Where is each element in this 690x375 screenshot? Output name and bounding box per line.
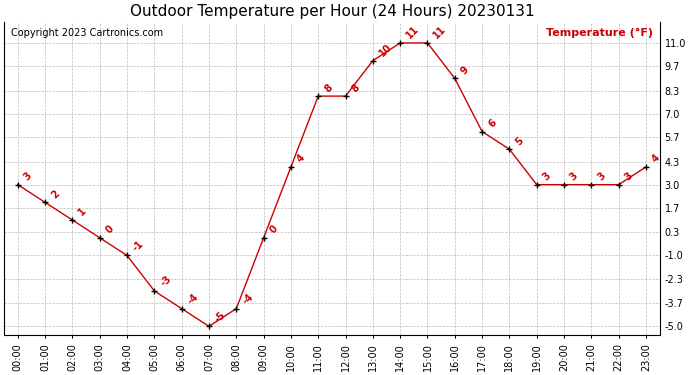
- Text: -3: -3: [159, 274, 173, 289]
- Text: 3: 3: [541, 171, 553, 183]
- Text: 8: 8: [322, 82, 335, 94]
- Text: 3: 3: [623, 171, 635, 183]
- Title: Outdoor Temperature per Hour (24 Hours) 20230131: Outdoor Temperature per Hour (24 Hours) …: [130, 4, 534, 19]
- Text: 9: 9: [459, 64, 471, 76]
- Text: 3: 3: [568, 171, 580, 183]
- Text: 6: 6: [486, 117, 498, 129]
- Text: 0: 0: [268, 224, 279, 236]
- Text: 0: 0: [104, 224, 116, 236]
- Text: -5: -5: [213, 309, 228, 324]
- Text: -4: -4: [186, 292, 201, 306]
- Text: -1: -1: [131, 238, 146, 254]
- Text: 11: 11: [404, 24, 421, 41]
- Text: 1: 1: [77, 206, 88, 218]
- Text: 2: 2: [49, 188, 61, 200]
- Text: -4: -4: [240, 292, 255, 306]
- Text: 4: 4: [650, 153, 662, 165]
- Text: 3: 3: [22, 171, 34, 183]
- Text: 8: 8: [350, 82, 362, 94]
- Text: 10: 10: [377, 42, 393, 58]
- Text: 11: 11: [432, 24, 448, 41]
- Text: 3: 3: [595, 171, 607, 183]
- Text: Temperature (°F): Temperature (°F): [546, 28, 653, 38]
- Text: 4: 4: [295, 153, 307, 165]
- Text: 5: 5: [513, 135, 525, 147]
- Text: Copyright 2023 Cartronics.com: Copyright 2023 Cartronics.com: [11, 28, 163, 38]
